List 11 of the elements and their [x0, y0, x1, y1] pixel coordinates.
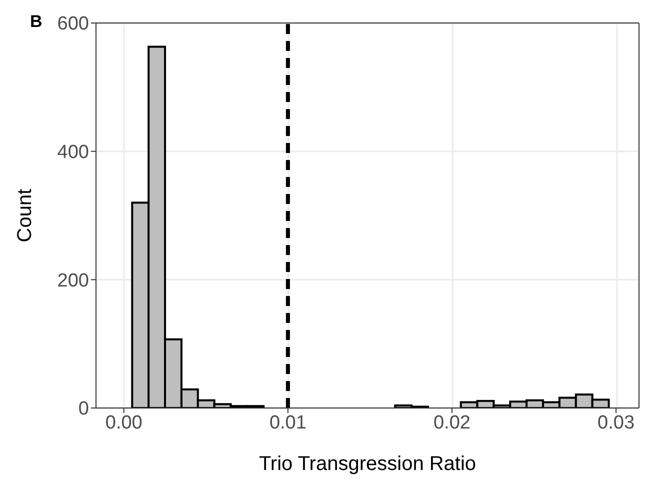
y-tick-label: 0 [78, 398, 89, 420]
x-tick-label: 0.02 [433, 412, 470, 434]
chart-title: B [30, 12, 42, 32]
x-tick-label: 0.00 [105, 412, 142, 434]
y-tick-label: 200 [57, 270, 89, 292]
x-tick-label: 0.03 [598, 412, 635, 434]
x-axis-title: Trio Transgression Ratio [258, 453, 476, 475]
y-axis-title: Count [14, 188, 36, 242]
x-tick-label: 0.01 [269, 412, 306, 434]
y-tick-label: 600 [57, 14, 89, 35]
y-tick-label: 400 [57, 142, 89, 164]
